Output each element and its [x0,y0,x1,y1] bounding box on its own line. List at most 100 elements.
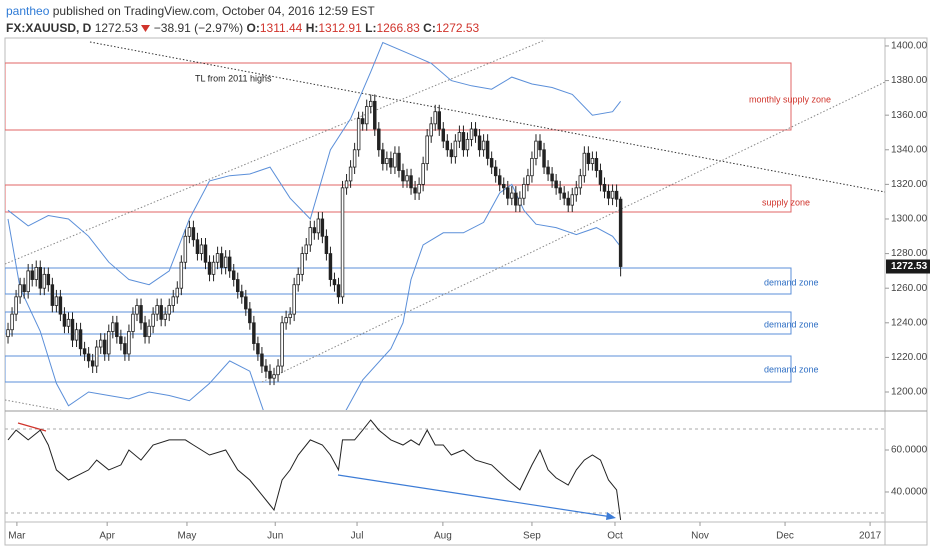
author: pantheo [6,4,50,18]
annotation: demand zone [764,319,819,329]
demand-zone [5,355,792,383]
price-pane [6,41,623,410]
candle-body [457,132,462,142]
candle-body [518,197,522,206]
candle-body [497,175,502,185]
down-arrow [141,25,151,32]
y-tick-label: 1220.00 [891,352,928,363]
candle-body [421,163,425,185]
y-tick-label: 1240.00 [891,317,928,328]
candle-body [618,198,623,267]
candle-body [477,135,482,151]
x-tick-label: 2017 [859,531,882,542]
candle-body [586,152,591,165]
y-tick-label: 1300.00 [891,214,928,225]
candle-body [236,279,240,293]
candle-body [103,339,107,355]
candle-body [248,308,252,324]
annotation: monthly supply zone [749,94,831,104]
candle-body [167,305,171,315]
candle-body [526,175,530,185]
candle-body [26,270,30,293]
candle-body [433,111,437,125]
candle-body [485,140,490,159]
candle-body [510,192,514,199]
candle-body [562,192,566,199]
candle-body [409,175,413,189]
y-tick-label: 1380.00 [891,75,928,86]
candle-body [223,256,228,268]
candle-body [90,360,95,367]
candle-body [489,158,494,168]
annotation: TL from 2011 highs [195,73,272,83]
candle-body [260,353,264,367]
candle-body [316,218,321,234]
last-price: 1272.53 [94,21,139,35]
last-price-label: 1272.53 [891,261,928,272]
candle-body [481,140,486,151]
y-tick-label: 1400.00 [891,41,928,52]
candle-body [320,218,325,237]
oscillator-drawings [5,422,885,520]
candle-body [38,267,42,289]
candle-body [159,305,163,320]
axes: 1200.00 1220.00 1240.00 1260.00 1280.00 1300.… [8,41,930,542]
candle-body [94,346,99,367]
candle-body [332,279,337,286]
candle-body [502,183,506,189]
candle-body [344,180,349,189]
ohlc-label: L: [365,21,377,35]
candle-body [594,158,599,171]
candle-body [493,166,498,177]
band-line [7,183,621,410]
drawings: TL from 2011 highs monthly supply zone s… [5,39,885,410]
candle-body [465,138,470,151]
candle-body [369,100,373,107]
ohlc-value: 1266.83 [376,21,420,35]
candle-body [22,284,26,293]
candle-body [292,284,296,315]
candle-body [360,118,365,125]
annotation: demand zone [764,277,819,287]
y-tick-label: 1200.00 [891,387,928,398]
candle-body [614,190,619,200]
y-tick-label: 1340.00 [891,144,928,155]
candle-body [155,305,159,315]
x-tick-label: May [178,531,197,542]
candle-body [211,261,216,275]
candle-body [86,353,91,362]
candle-body [215,253,220,263]
candle-body [514,192,518,206]
candle-body [272,374,276,379]
ohlc-label: O: [246,21,260,35]
candle-body [171,296,175,306]
candle-body [66,318,71,327]
candle-body [219,253,224,268]
candle-body [530,158,534,177]
candle-body [280,322,284,367]
candle-body [30,270,34,280]
candle-body [296,273,300,286]
frame [4,37,928,546]
candle-body [377,128,381,151]
ohlc-label: C: [423,21,436,35]
candle-body [240,291,244,298]
candle-body [74,329,79,341]
candle-body [207,261,212,275]
candle-body [131,313,135,332]
change: −38.91 (−2.97%) [153,21,244,35]
candle-body [336,284,341,298]
candle-body [300,253,304,275]
candle-body [429,123,433,137]
candle-body [227,256,232,272]
candle-body [46,273,51,286]
candle-body [449,149,454,158]
x-tick-label: Jul [351,531,364,542]
x-tick-label: Mar [8,531,26,542]
candle-body [284,317,288,324]
channel-line [261,81,885,383]
candle-body [542,149,546,168]
candle-body [352,149,357,168]
header: pantheo published on TradingView.com, Oc… [6,3,479,37]
